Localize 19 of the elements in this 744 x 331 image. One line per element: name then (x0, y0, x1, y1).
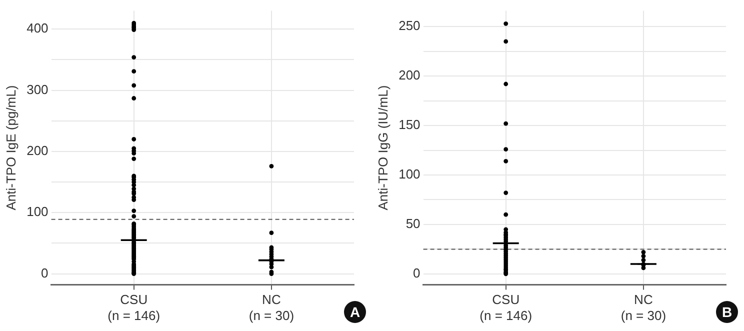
x-tick-label: CSU (n = 146) (480, 292, 532, 323)
y-tick-label: 200 (26, 143, 48, 158)
y-tick-label: 50 (406, 216, 420, 232)
y-tick-label: 400 (26, 20, 48, 36)
y-tick-label: 150 (398, 117, 420, 132)
y-tick-label: 100 (26, 204, 48, 220)
y-tick-label: 0 (413, 265, 420, 280)
y-axis-title: Anti-TPO IgG (IU/mL) (375, 85, 390, 210)
x-tick-label: CSU (n = 146) (108, 292, 160, 323)
y-tick-label: 300 (26, 82, 48, 97)
text: A (344, 301, 366, 323)
y-tick-label: 0 (41, 265, 48, 280)
text: B (716, 301, 738, 323)
y-tick-label: 100 (398, 166, 420, 182)
y-tick-label: 250 (398, 18, 420, 34)
y-axis-title: Anti-TPO IgE (pg/mL) (3, 85, 18, 210)
x-tick-label: NC (n = 30) (248, 292, 294, 323)
x-tick-label: NC (n = 30) (620, 292, 666, 323)
y-tick-label: 200 (398, 68, 420, 83)
